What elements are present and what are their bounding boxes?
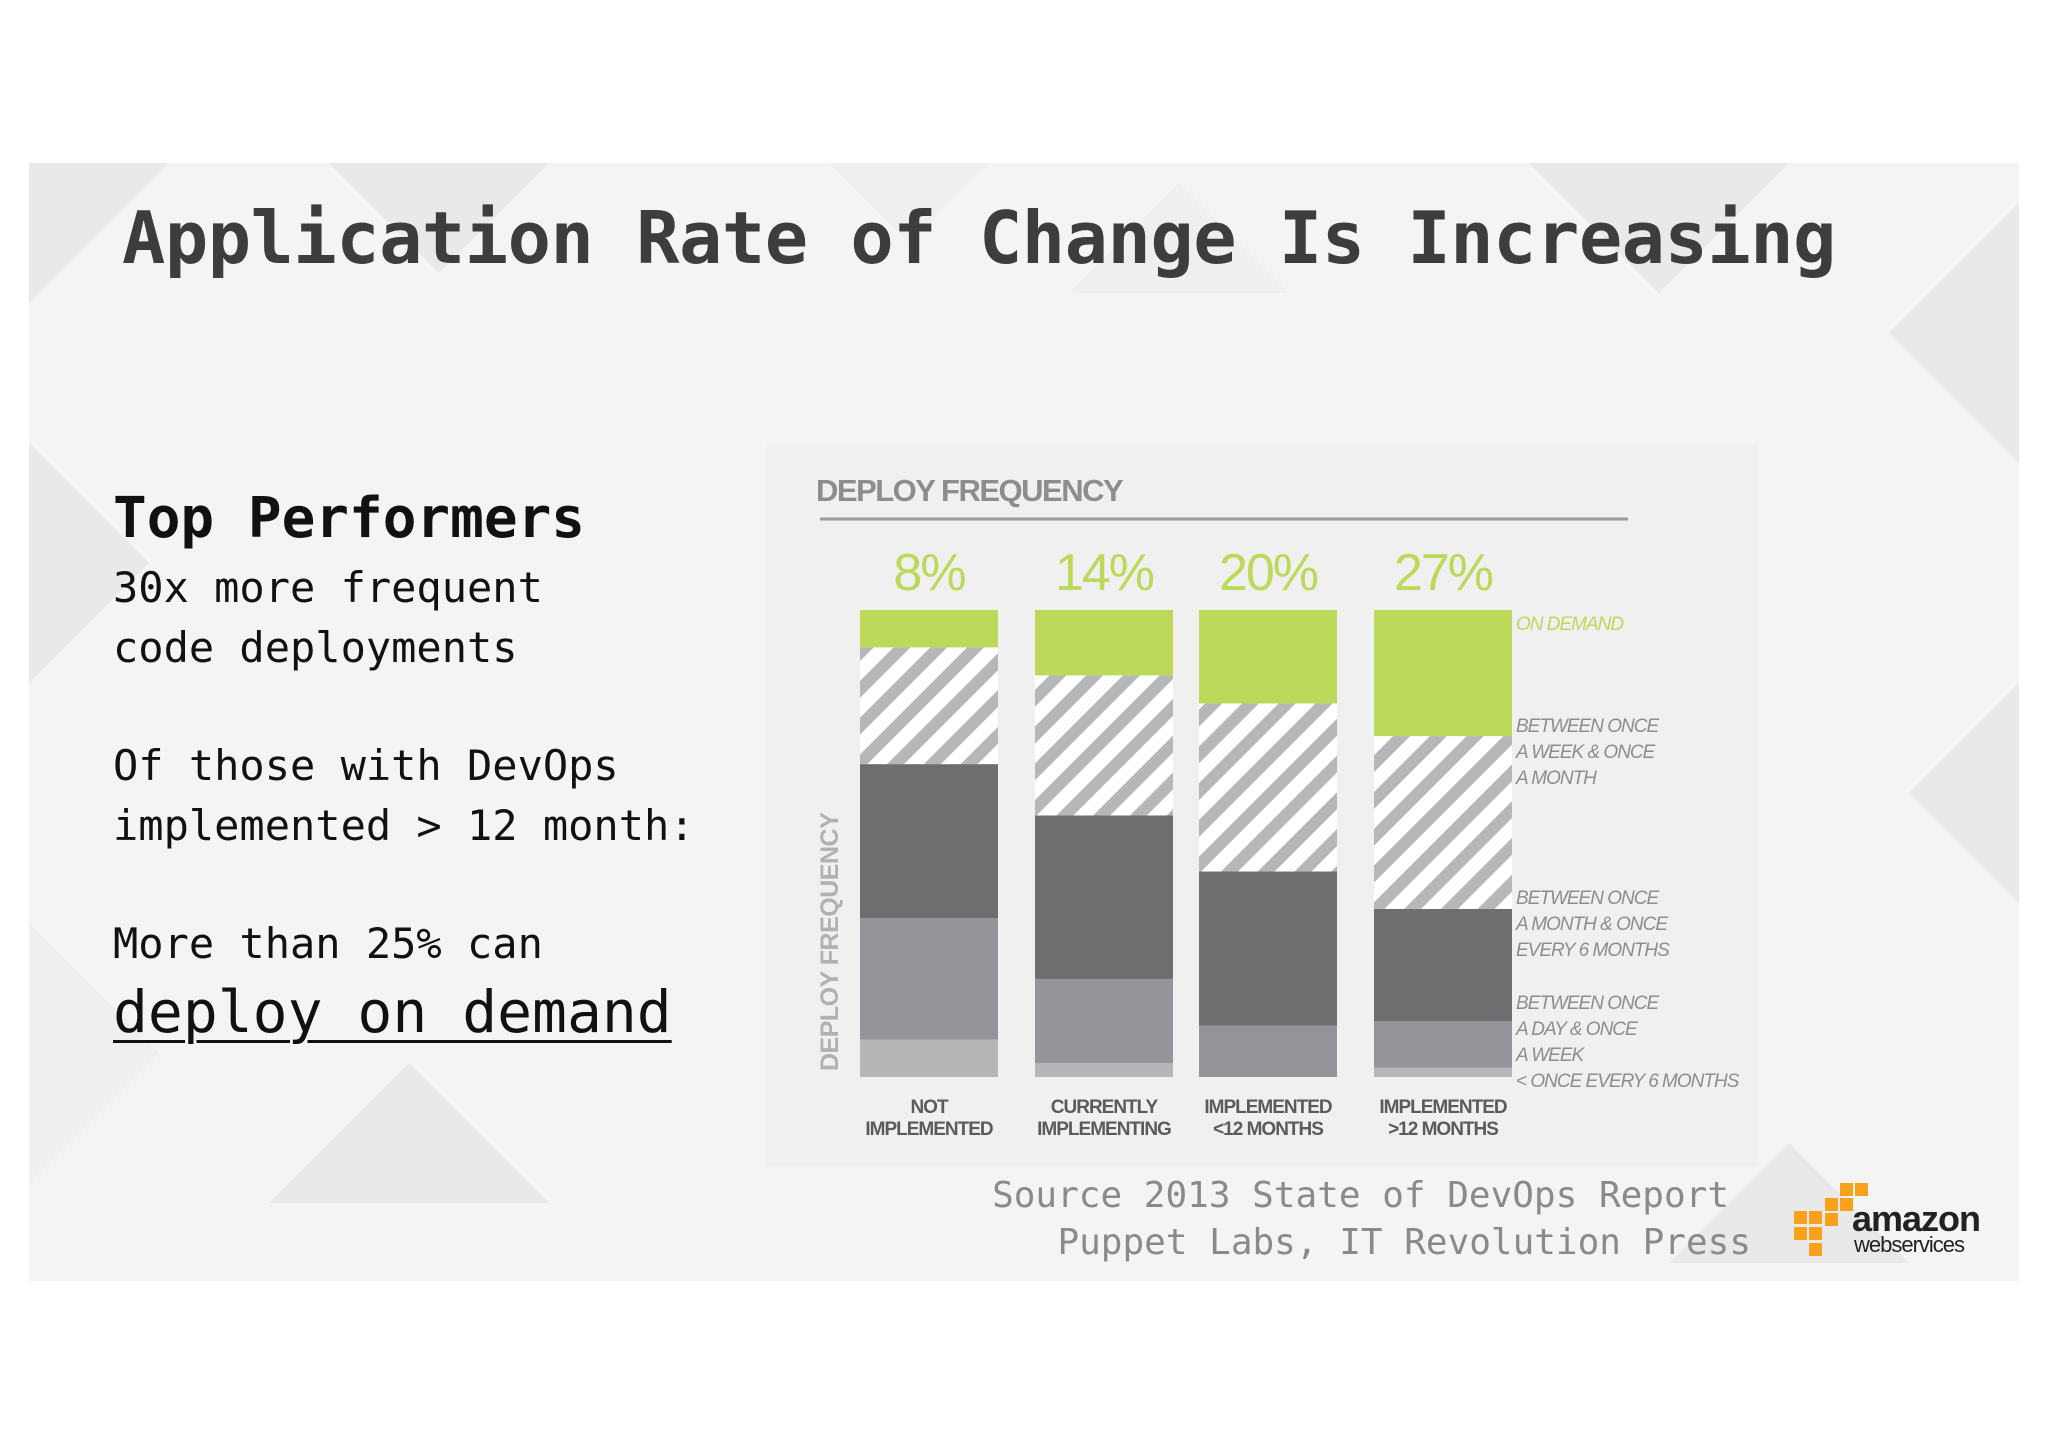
bar-segment bbox=[1374, 736, 1512, 909]
bar-top-label: 20% bbox=[1219, 544, 1318, 602]
bar-segment bbox=[1374, 908, 1512, 1021]
bar-segment bbox=[1199, 871, 1337, 1026]
slide-title: Application Rate of Change Is Increasing bbox=[122, 196, 1836, 280]
bar-segment bbox=[1035, 610, 1173, 676]
category-label: <12 MONTHS bbox=[1213, 1119, 1323, 1140]
cubes-icon bbox=[1794, 1183, 1868, 1256]
deploy-frequency-chart: DEPLOY FREQUENCY DEPLOY FREQUENCY 8%NOTI… bbox=[816, 473, 1741, 1140]
category-label: NOT bbox=[910, 1097, 949, 1118]
bar-segment bbox=[860, 918, 998, 1040]
bar-segment bbox=[1374, 1020, 1512, 1068]
summary-line: Of those with DevOps bbox=[113, 741, 619, 790]
bar-segment bbox=[860, 647, 998, 765]
legend-item: < ONCE EVERY 6 MONTHS bbox=[1516, 1071, 1740, 1092]
source-line: Puppet Labs, IT Revolution Press bbox=[1057, 1222, 1751, 1263]
category-label: IMPLEMENTED bbox=[865, 1119, 993, 1140]
chart-title: DEPLOY FREQUENCY bbox=[816, 473, 1124, 508]
summary-text: Top Performers 30x more frequent code de… bbox=[113, 480, 695, 1050]
bar-segment bbox=[1035, 675, 1173, 816]
legend-item: A MONTH & ONCE bbox=[1515, 914, 1668, 935]
category-label: CURRENTLY bbox=[1051, 1097, 1159, 1118]
summary-line: More than 25% can bbox=[113, 919, 543, 968]
logo-sub: webservices bbox=[1853, 1232, 1965, 1257]
summary-line: 30x more frequent bbox=[113, 563, 543, 612]
bar-segment bbox=[860, 1039, 998, 1077]
source-line: Source 2013 State of DevOps Report bbox=[992, 1175, 1729, 1216]
source-citation: Source 2013 State of DevOps Report Puppe… bbox=[992, 1172, 1751, 1266]
bar-top-label: 27% bbox=[1394, 544, 1493, 602]
legend-item: BETWEEN ONCE bbox=[1516, 993, 1659, 1014]
logo-brand: amazon bbox=[1852, 1198, 1980, 1239]
category-label: IMPLEMENTED bbox=[1204, 1097, 1332, 1118]
bar-top-label: 14% bbox=[1055, 544, 1154, 602]
legend: < ONCE EVERY 6 MONTHS BETWEEN ONCE A DAY &… bbox=[1515, 614, 1741, 1092]
aws-logo: amazon webservices bbox=[1794, 1183, 1981, 1257]
summary-line: code deployments bbox=[113, 623, 518, 672]
bar-top-label: 8% bbox=[893, 544, 965, 602]
bar-segment bbox=[1035, 978, 1173, 1063]
summary-line: implemented > 12 month: bbox=[113, 801, 695, 850]
bar-group: 8%NOTIMPLEMENTED14%CURRENTLYIMPLEMENTING… bbox=[860, 544, 1512, 1140]
legend-item: EVERY 6 MONTHS bbox=[1516, 940, 1670, 961]
summary-heading: Top Performers bbox=[113, 486, 586, 551]
bar-segment bbox=[1035, 1062, 1173, 1077]
legend-item: A DAY & ONCE bbox=[1515, 1019, 1638, 1040]
chart-panel: DEPLOY FREQUENCY DEPLOY FREQUENCY 8% NOT I… bbox=[766, 444, 1758, 1167]
bar-segment bbox=[1199, 1025, 1337, 1077]
y-axis-label: DEPLOY FREQUENCY bbox=[816, 812, 844, 1071]
legend-item: ON DEMAND bbox=[1516, 614, 1624, 635]
bar-segment bbox=[860, 764, 998, 919]
legend-item: A WEEK bbox=[1515, 1045, 1586, 1066]
legend-item: BETWEEN ONCE bbox=[1516, 888, 1659, 909]
bar-segment bbox=[1035, 815, 1173, 979]
bar-segment bbox=[1374, 1067, 1512, 1077]
legend-item: A MONTH bbox=[1515, 768, 1597, 789]
bar-segment bbox=[1374, 610, 1512, 737]
bar-segment bbox=[860, 610, 998, 648]
category-label: >12 MONTHS bbox=[1388, 1119, 1498, 1140]
bar-segment bbox=[1199, 703, 1337, 872]
bar-segment bbox=[1199, 610, 1337, 704]
legend-item: BETWEEN ONCE bbox=[1516, 716, 1659, 737]
summary-emphasis: deploy on demand bbox=[113, 978, 672, 1046]
category-label: IMPLEMENTED bbox=[1379, 1097, 1507, 1118]
legend-item: A WEEK & ONCE bbox=[1515, 742, 1656, 763]
category-label: IMPLEMENTING bbox=[1037, 1119, 1171, 1140]
slide-background: Application Rate of Change Is Increasing… bbox=[29, 163, 2019, 1281]
background-pattern bbox=[29, 163, 2019, 1263]
